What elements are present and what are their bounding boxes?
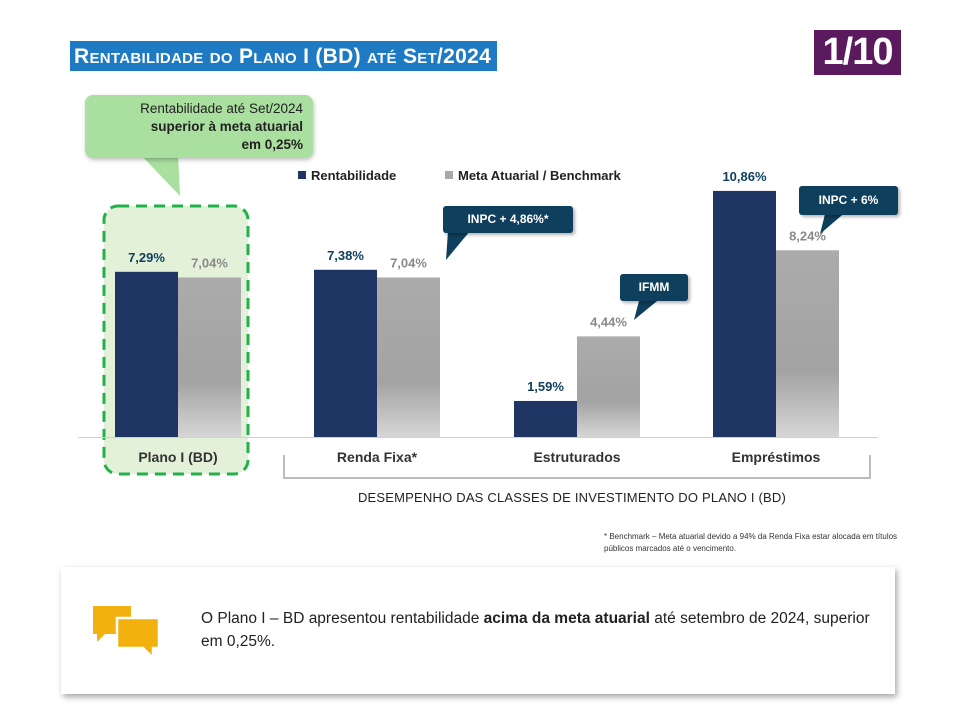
category-label-renda-fixa: Renda Fixa* <box>337 449 418 465</box>
callout-line-2: superior à meta atuarial <box>150 119 303 134</box>
summary-text: O Plano I – BD apresentou rentabilidade … <box>201 607 881 653</box>
legend-label-meta: Meta Atuarial / Benchmark <box>458 168 621 183</box>
category-label-emprestimos: Empréstimos <box>732 449 821 465</box>
x-axis-title: DESEMPENHO DAS CLASSES DE INVESTIMENTO D… <box>357 490 787 505</box>
benchmark-tip-estruturados: IFMM <box>620 274 688 301</box>
page-title: Rentabilidade do Plano I (BD) até Set/20… <box>70 41 498 71</box>
bar-meta-atuarial-benchmark-estruturados <box>577 336 640 437</box>
bar-chart: 7,29% 7,04% 7,38% 7,04% 1,59% 4,44% 10,86% 8,24… <box>78 169 878 479</box>
legend-item-meta: Meta Atuarial / Benchmark <box>445 168 621 183</box>
data-label-meta-atuarial-benchmark-plano-i-bd: 7,04% <box>191 255 228 270</box>
bar-meta-atuarial-benchmark-renda-fixa <box>377 277 440 437</box>
callout-pointer <box>140 154 180 196</box>
bar-meta-atuarial-benchmark-plano-i-bd <box>178 277 241 437</box>
benchmark-tip-emprestimos: INPC + 6% <box>799 186 898 215</box>
benchmark-tip-renda-fixa: INPC + 4,86%* <box>443 206 573 233</box>
category-label-estruturados: Estruturados <box>533 449 620 465</box>
bar-rentabilidade-estruturados <box>514 400 577 437</box>
bar-rentabilidade-renda-fixa <box>314 269 377 437</box>
callout-line-3: em 0,25% <box>241 137 303 152</box>
benchmark-footnote: * Benchmark – Meta atuarial devido a 94%… <box>604 532 898 553</box>
legend-swatch-rentabilidade <box>298 171 306 179</box>
bar-rentabilidade-plano-i-bd <box>115 271 178 437</box>
data-label-meta-atuarial-benchmark-estruturados: 4,44% <box>590 314 627 329</box>
data-label-meta-atuarial-benchmark-emprestimos: 8,24% <box>789 228 826 243</box>
tip-pointers <box>446 210 848 320</box>
legend-item-rentabilidade: Rentabilidade <box>298 168 396 183</box>
callout-bubble: Rentabilidade até Set/2024 superior à me… <box>85 95 313 158</box>
summary-text-bold: acima da meta atuarial <box>483 610 650 627</box>
data-label-meta-atuarial-benchmark-renda-fixa: 7,04% <box>390 255 427 270</box>
category-label-plano-i-bd: Plano I (BD) <box>138 449 217 465</box>
callout-line-1: Rentabilidade até Set/2024 <box>140 101 303 116</box>
category-bracket <box>283 455 871 479</box>
legend-swatch-meta <box>445 171 453 179</box>
summary-text-before: O Plano I – BD apresentou rentabilidade <box>201 610 484 627</box>
chat-bubbles-icon <box>93 606 161 662</box>
data-label-rentabilidade-plano-i-bd: 7,29% <box>128 250 165 265</box>
summary-box: O Plano I – BD apresentou rentabilidade … <box>61 567 895 694</box>
data-label-rentabilidade-renda-fixa: 7,38% <box>327 248 364 263</box>
legend-label-rentabilidade: Rentabilidade <box>311 168 397 183</box>
data-label-rentabilidade-estruturados: 1,59% <box>527 379 564 394</box>
bar-rentabilidade-emprestimos <box>713 190 776 437</box>
bar-meta-atuarial-benchmark-emprestimos <box>776 250 839 437</box>
page-number-badge: 1/10 <box>814 30 901 75</box>
summary-text-after: até setembro de 2024, superior em 0,25%. <box>201 610 870 650</box>
data-label-rentabilidade-emprestimos: 10,86% <box>722 169 767 184</box>
